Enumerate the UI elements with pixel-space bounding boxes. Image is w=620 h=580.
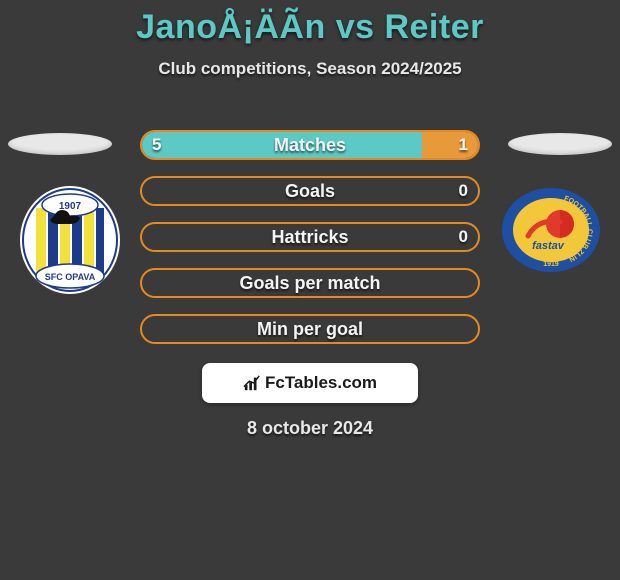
brand-card[interactable]: FcTables.com <box>202 363 418 403</box>
brand-label: FcTables.com <box>243 373 377 393</box>
player-dot-right <box>508 133 612 155</box>
stat-label: Min per goal <box>142 316 478 342</box>
stat-value-right: 0 <box>459 178 468 204</box>
sfc-opava-icon: 1907 SFC OPAVA <box>20 186 120 294</box>
page-subtitle: Club competitions, Season 2024/2025 <box>0 59 620 79</box>
stat-value-left: 5 <box>152 132 161 158</box>
stat-track: 0 Goals <box>140 176 480 206</box>
stat-label: Hattricks <box>142 224 478 250</box>
stat-value-right: 0 <box>459 224 468 250</box>
club-logo-left: 1907 SFC OPAVA <box>20 186 120 294</box>
brand-text: FcTables.com <box>265 373 377 393</box>
page-title: JanoÅ¡ÄÃ­n vs Reiter <box>0 8 620 47</box>
stat-label: Goals <box>142 178 478 204</box>
footer-date: 8 october 2024 <box>0 418 620 439</box>
stat-label: Goals per match <box>142 270 478 296</box>
chart-icon <box>243 374 261 392</box>
stat-fill-right <box>422 132 478 158</box>
stat-track: Goals per match <box>140 268 480 298</box>
stat-row: 5 1 Matches <box>0 130 620 160</box>
comparison-card: JanoÅ¡ÄÃ­n vs Reiter Club competitions, … <box>0 8 620 580</box>
stat-row: Min per goal <box>0 314 620 344</box>
player-dot-left <box>8 133 112 155</box>
logo-year-right: 1919 <box>543 261 559 268</box>
logo-center-text: fastav <box>532 240 565 252</box>
stat-track: 0 Hattricks <box>140 222 480 252</box>
stat-value-right: 1 <box>459 132 468 158</box>
club-logo-right: FOOTBALL CLUB ZLIN fastav 1919 <box>502 186 600 274</box>
stat-track: 5 1 Matches <box>140 130 480 160</box>
fastav-zlin-icon: FOOTBALL CLUB ZLIN fastav 1919 <box>502 186 600 274</box>
stat-track: Min per goal <box>140 314 480 344</box>
stat-fill-left <box>142 132 422 158</box>
logo-text: SFC OPAVA <box>45 272 96 282</box>
